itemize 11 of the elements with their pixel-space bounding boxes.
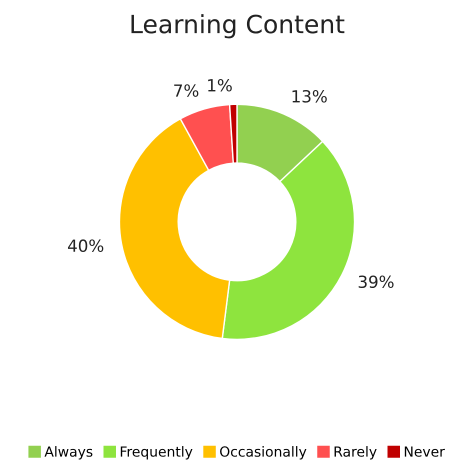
chart-title: Learning Content <box>132 14 344 38</box>
data-label: 39% <box>358 275 394 288</box>
data-label: 40% <box>68 239 104 252</box>
data-label: 1% <box>208 78 232 92</box>
legend-label: Occasionally <box>220 446 306 460</box>
legend-label: Rarely <box>334 446 377 460</box>
legend-label: Never <box>404 446 445 457</box>
data-label: 7% <box>174 84 198 97</box>
legend-label: Always <box>44 446 92 460</box>
data-label: 13% <box>292 90 327 103</box>
legend-label: Frequently <box>120 446 192 460</box>
